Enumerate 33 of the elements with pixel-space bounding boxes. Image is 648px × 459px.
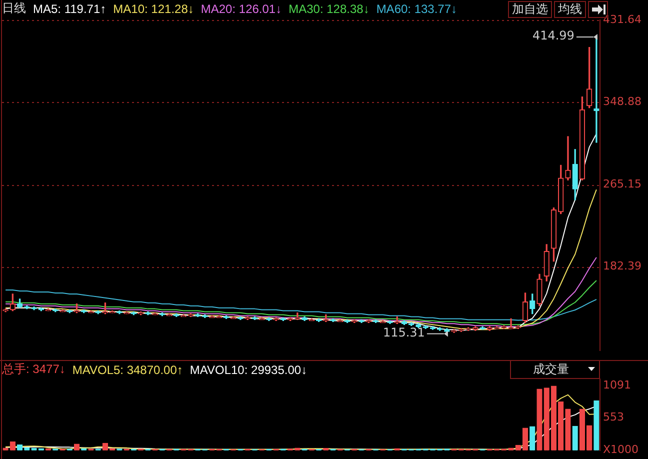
- text: MA60: 133.77↓: [376, 2, 458, 16]
- bar: [294, 448, 300, 450]
- text: MAVOL10: 29935.00↓: [190, 362, 308, 376]
- y-tick-label: 553: [603, 410, 624, 424]
- text: MA20: 126.01↓: [200, 2, 282, 16]
- bar: [558, 402, 564, 450]
- text: MA5: 119.71↑: [33, 2, 106, 16]
- annotation: 115.31: [382, 325, 425, 340]
- bar: [536, 388, 542, 450]
- text: MA10: 121.28↓: [113, 2, 194, 16]
- y-tick-label: 431.64: [603, 12, 642, 26]
- bar: [522, 428, 528, 450]
- text: 均线: [554, 1, 586, 18]
- bar: [565, 408, 571, 450]
- annotation: 414.99: [532, 28, 574, 43]
- bar: [508, 448, 514, 450]
- text: MA30: 128.38↓: [288, 2, 370, 16]
- y-tick-label: 265.15: [603, 178, 642, 191]
- text: 总手: 3477↓: [2, 361, 66, 378]
- y-tick-label: 348.88: [603, 94, 642, 108]
- chart-title: 日线: [2, 0, 26, 17]
- bar: [572, 426, 578, 450]
- text: X1000: [603, 443, 639, 456]
- text: 加自选: [508, 1, 552, 18]
- bar: [550, 386, 557, 450]
- candlestick: [565, 136, 571, 180]
- bar: [594, 400, 600, 450]
- bar: [544, 388, 550, 450]
- bar: [530, 426, 536, 450]
- text: 成交量: [533, 362, 569, 376]
- y-tick-label: 182.39: [603, 260, 642, 273]
- text: MAVOL5: 34870.00↑: [72, 362, 183, 376]
- y-tick-label: 1091: [603, 378, 631, 392]
